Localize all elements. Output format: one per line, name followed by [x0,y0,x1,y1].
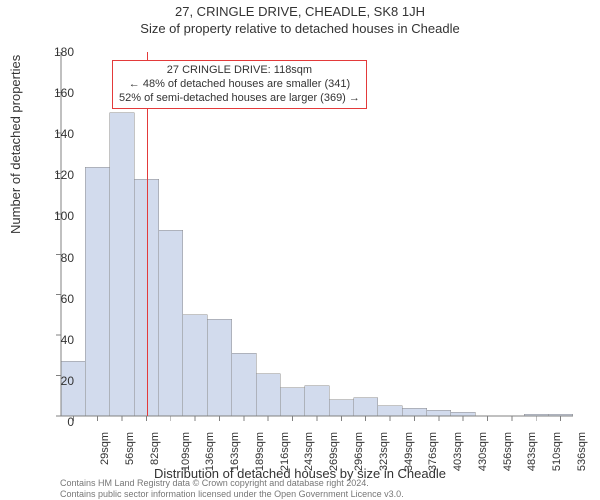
y-tick-label: 60 [34,292,74,306]
y-tick-label: 40 [34,333,74,347]
y-tick-label: 120 [34,168,74,182]
bar [402,408,426,416]
bar [451,412,475,416]
y-axis-title: Number of detached properties [8,55,23,234]
bar [159,230,183,416]
bar [110,113,134,416]
bar [183,315,207,416]
x-tick-label: 56sqm [124,432,136,465]
footer-line2: Contains public sector information licen… [60,489,404,500]
footer-line1: Contains HM Land Registry data © Crown c… [60,478,404,489]
bar [427,410,451,416]
bar [378,406,402,416]
bar [207,319,231,416]
y-tick-label: 140 [34,127,74,141]
bar [232,353,256,416]
bar [256,374,280,416]
y-tick-label: 20 [34,374,74,388]
annotation-box: 27 CRINGLE DRIVE: 118sqm← 48% of detache… [112,60,367,109]
chart-subtitle: Size of property relative to detached ho… [0,21,600,36]
chart-title: 27, CRINGLE DRIVE, CHEADLE, SK8 1JH [0,4,600,19]
chart-container: 27, CRINGLE DRIVE, CHEADLE, SK8 1JH Size… [0,4,600,500]
annotation-line: 27 CRINGLE DRIVE: 118sqm [119,64,360,78]
annotation-line: ← 48% of detached houses are smaller (34… [119,78,360,92]
x-tick-label: 82sqm [149,432,161,465]
bar [280,388,304,416]
y-tick-label: 160 [34,86,74,100]
y-tick-label: 180 [34,45,74,59]
annotation-line: 52% of semi-detached houses are larger (… [119,92,360,106]
y-tick-label: 100 [34,209,74,223]
bar [85,167,109,416]
bar [305,386,329,416]
y-tick-label: 0 [34,415,74,429]
bar [61,361,85,416]
bar [354,398,378,416]
x-tick-label: 29sqm [99,432,111,465]
bar [329,400,353,416]
footer-attribution: Contains HM Land Registry data © Crown c… [60,478,404,500]
bar [134,179,158,416]
y-tick-label: 80 [34,251,74,265]
